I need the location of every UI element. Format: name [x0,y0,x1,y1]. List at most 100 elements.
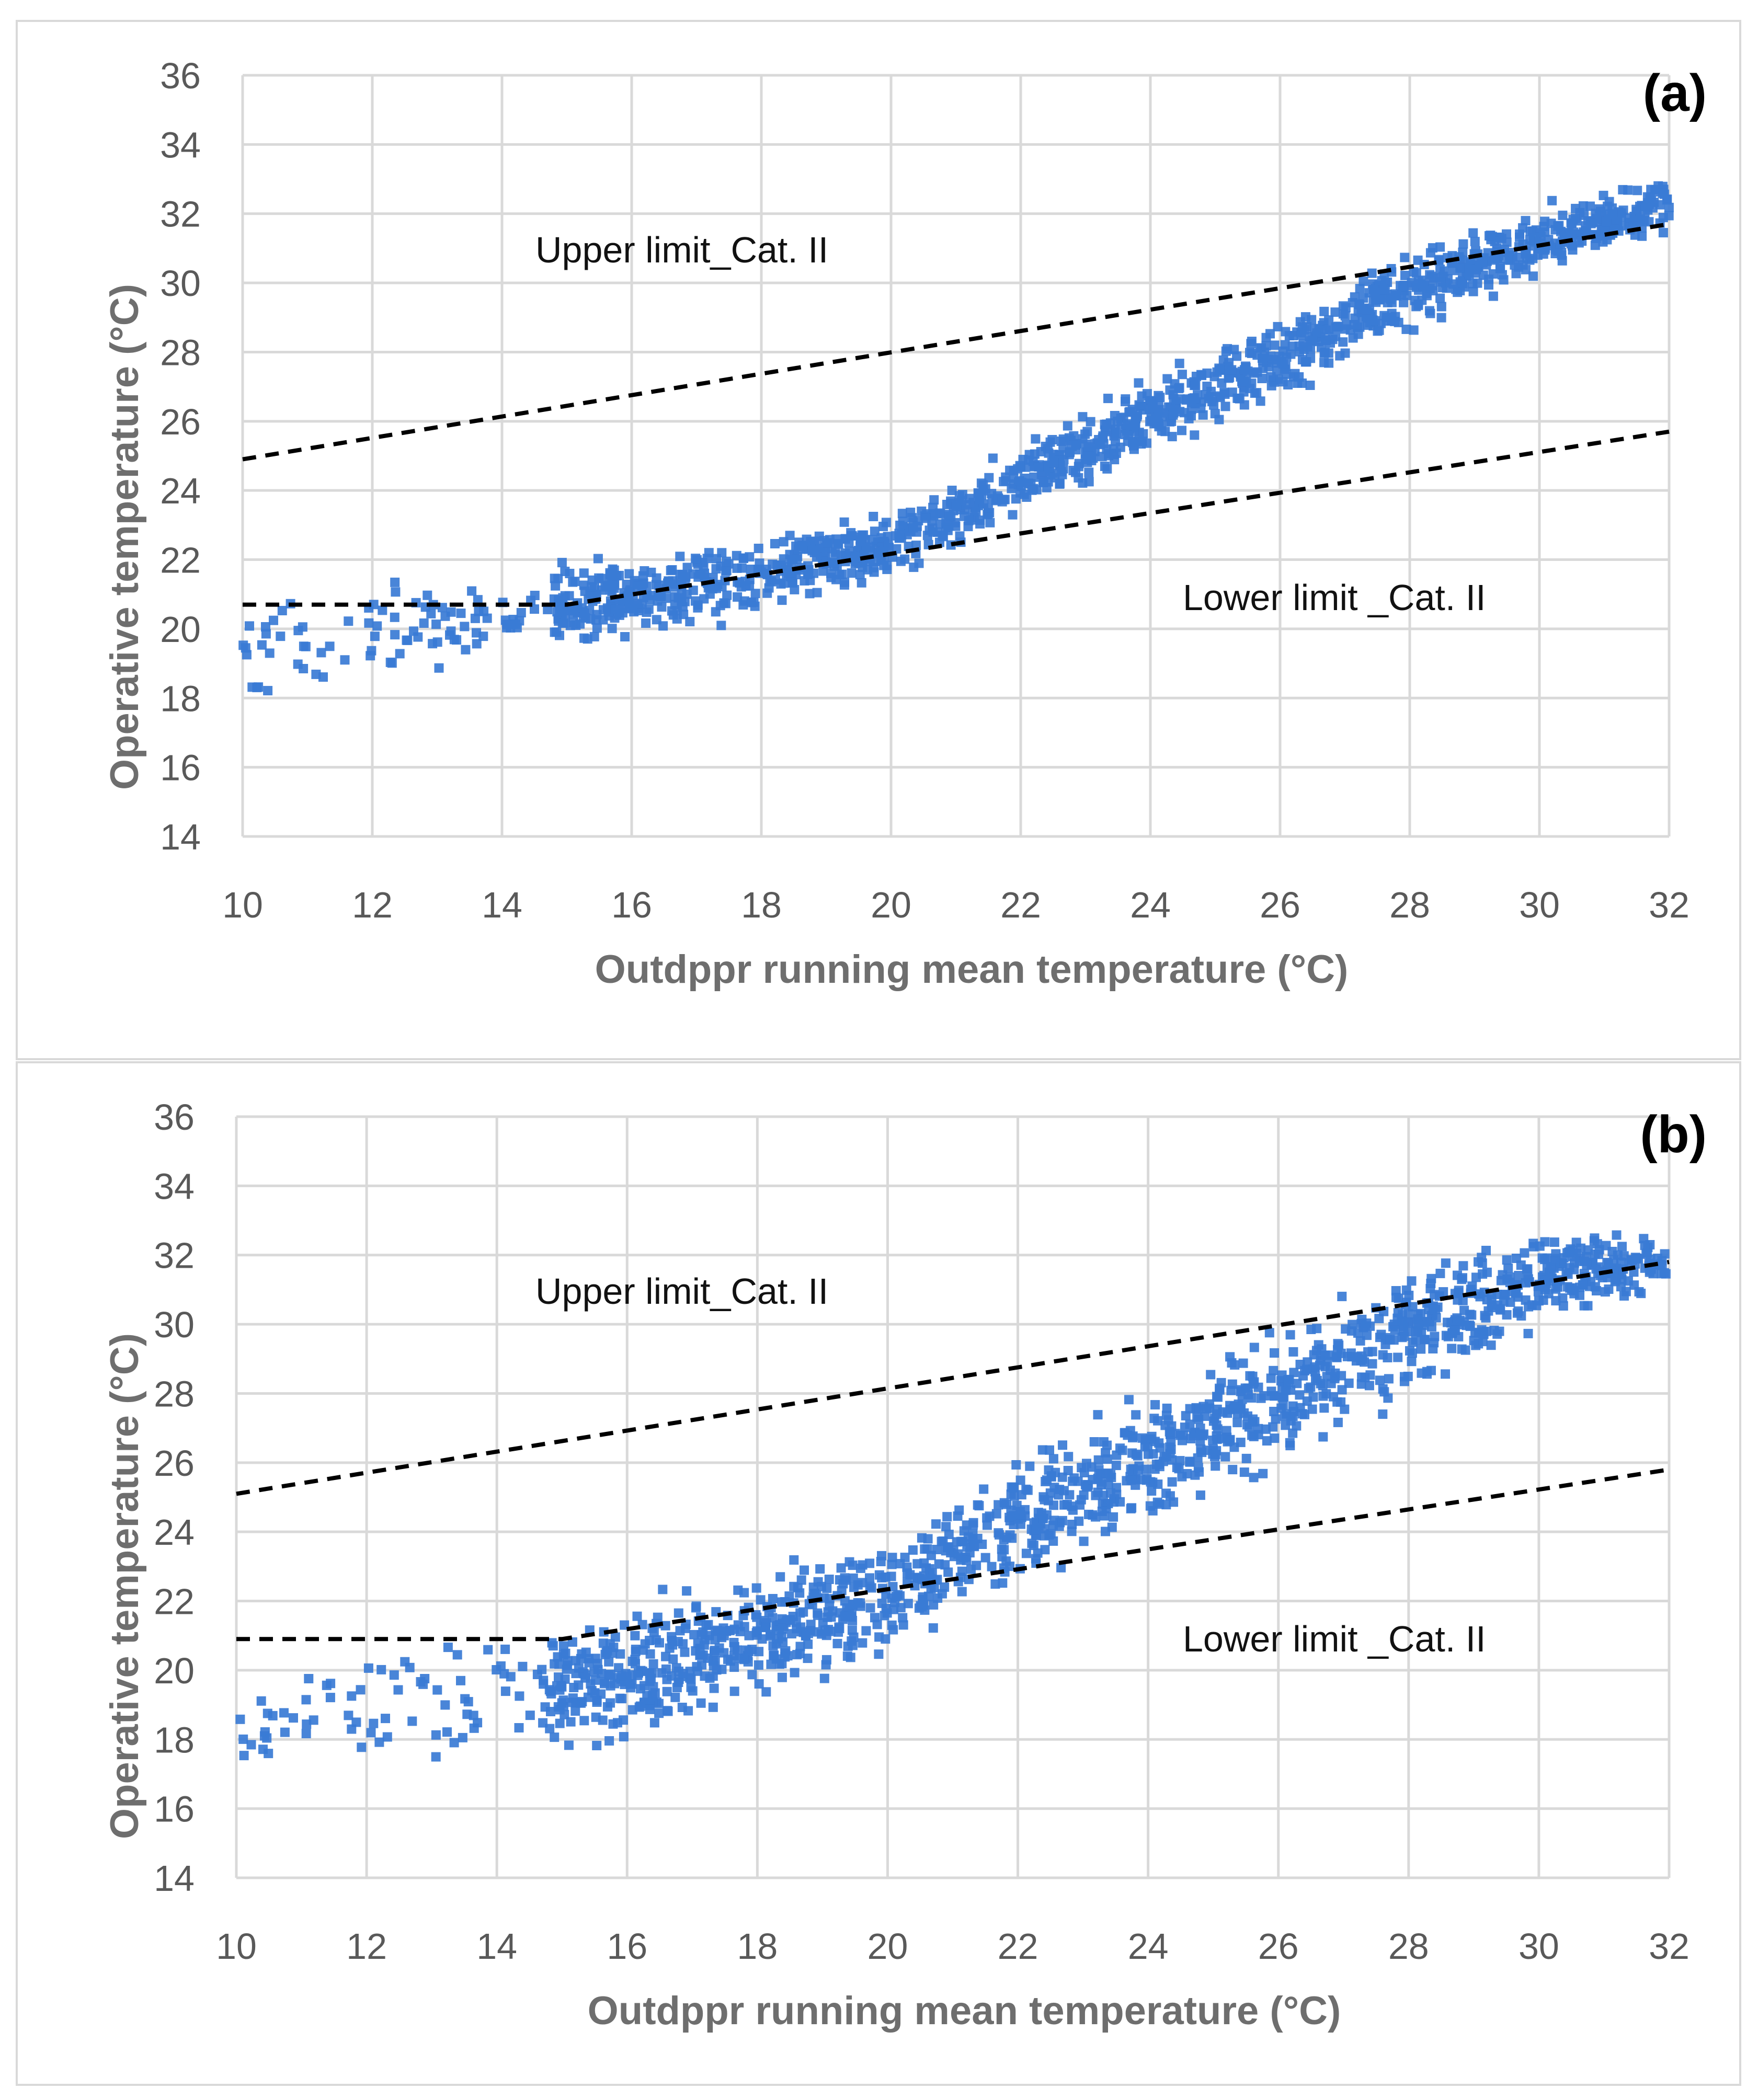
data-point [633,1670,643,1680]
data-point [968,1520,978,1530]
data-point [929,495,939,505]
data-point [1404,1290,1414,1300]
x-tick-label: 10 [222,885,263,925]
data-point [722,590,732,600]
data-point [941,1522,951,1532]
data-point [638,571,648,581]
data-point [855,570,865,580]
data-point [1566,218,1576,228]
data-point [964,515,974,525]
data-point [1321,325,1331,335]
data-point [606,585,615,595]
data-point [816,1581,826,1591]
data-point [1162,1403,1172,1413]
data-point [1195,1490,1205,1500]
data-point [1383,1353,1392,1362]
data-point [898,517,908,526]
data-point [518,1661,528,1671]
data-point [1303,1357,1312,1367]
data-point [1062,1500,1072,1509]
data-point [1302,1364,1312,1374]
data-point [268,1711,278,1720]
data-point [1393,1352,1403,1362]
data-point [461,645,471,655]
data-point [546,1707,555,1716]
data-point [1172,1463,1182,1472]
data-point [1102,419,1112,429]
data-point [847,1625,857,1635]
chart-b-x-tick-labels: 10 12 14 16 18 20 22 24 26 28 30 32 [216,1926,1689,1967]
data-point [631,1659,640,1669]
data-point [1311,1374,1320,1383]
chart-b-y-axis-title: Operative temperature (°C) [102,1333,147,1839]
data-point [738,600,748,610]
data-point [987,1562,997,1571]
data-point [802,534,812,544]
data-point [579,1716,589,1726]
data-point [912,1559,922,1569]
data-point [1295,1390,1305,1400]
x-tick-label: 26 [1258,1926,1299,1967]
data-point [646,1673,656,1683]
data-point [1306,1325,1316,1334]
data-point [470,613,480,623]
data-point [276,632,286,641]
data-point [1338,301,1348,311]
data-point [1286,1385,1296,1395]
x-tick-label: 16 [607,1926,647,1967]
data-point [1625,213,1635,223]
chart-a-svg: 10 12 14 16 18 20 22 24 26 28 30 32 14 16 18 20 22 24 26 2… [102,55,1707,992]
data-point [584,1654,593,1663]
data-point [1426,1273,1436,1283]
data-point [1133,1451,1143,1461]
data-point [785,1615,795,1625]
data-point [1426,271,1436,281]
data-point [721,566,731,576]
data-point [1319,358,1329,368]
y-tick-label: 18 [160,678,201,719]
data-point [1043,1496,1053,1506]
data-point [432,637,442,647]
data-point [390,612,399,622]
data-point [1416,1344,1426,1354]
data-point [655,1638,664,1648]
data-point [1616,1257,1626,1267]
y-tick-label: 28 [160,332,201,373]
data-point [545,1724,555,1734]
data-point [1111,437,1120,446]
data-point [756,1595,766,1605]
data-point [593,554,603,564]
data-point [973,1533,983,1543]
data-point [1524,1302,1534,1312]
data-point [1426,1322,1436,1332]
y-tick-label: 22 [154,1581,195,1622]
data-point [747,1670,757,1680]
data-point [1184,414,1194,423]
x-tick-label: 14 [476,1926,517,1967]
data-point [1376,1329,1386,1339]
data-point [1333,322,1343,331]
data-point [675,552,685,561]
data-point [1329,1392,1339,1402]
data-point [1413,255,1423,265]
data-point [1245,348,1254,358]
data-point [367,646,376,656]
data-point [1221,346,1231,356]
data-point [1435,242,1445,252]
chart-b-lower-limit-label: Lower limit _Cat. II [1183,1619,1486,1659]
data-point [1435,1268,1445,1278]
data-point [1151,1460,1161,1470]
data-point [1149,419,1159,429]
data-point [568,617,578,627]
data-point [245,621,254,631]
data-point [500,1686,510,1696]
data-point [1359,277,1368,286]
data-point [579,608,589,618]
data-point [407,1716,417,1726]
data-point [777,1614,787,1624]
data-point [942,1512,952,1522]
data-point [943,1567,953,1577]
data-point [1516,1260,1526,1270]
data-point [357,1742,367,1752]
data-point [1126,1475,1136,1485]
